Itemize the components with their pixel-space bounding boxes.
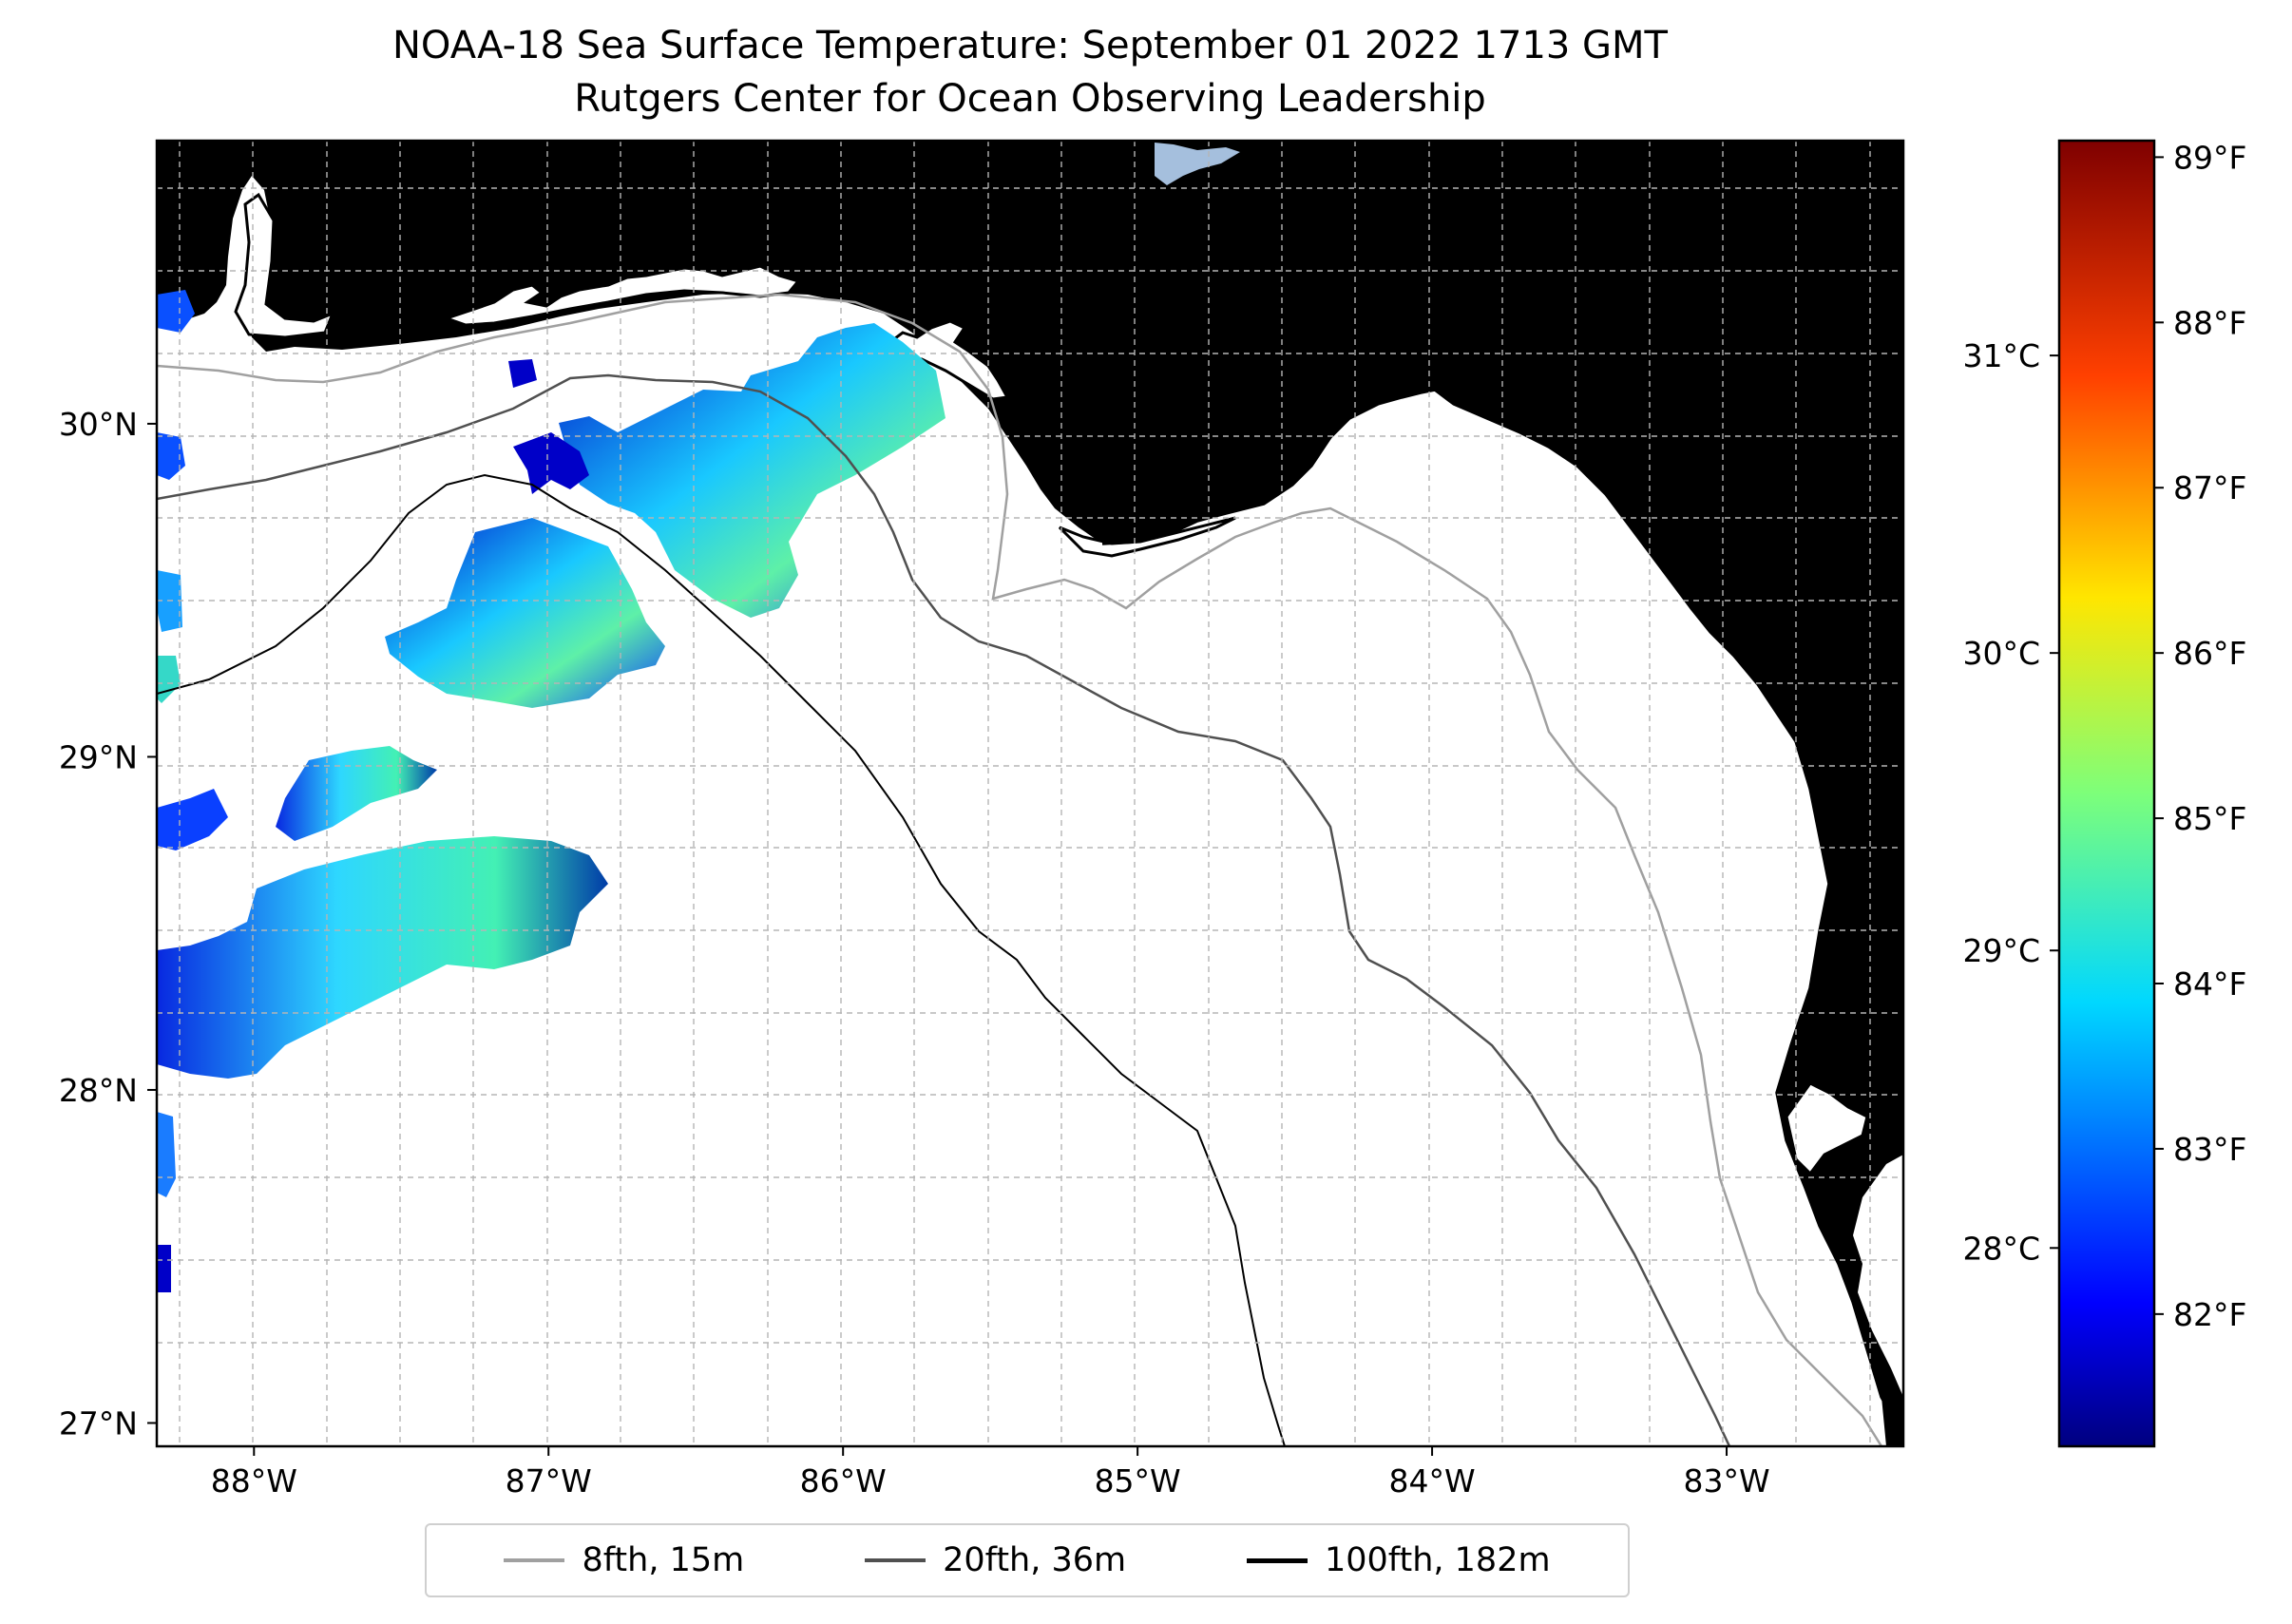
pensacola-choctawhatchee-bays <box>442 264 801 327</box>
legend-label-100fth: 100fth, 182m <box>1324 1541 1551 1579</box>
colorbar-f-label: 88°F <box>2173 304 2246 341</box>
axis-labels: 88°W 87°W 86°W 85°W 84°W 83°W 27°N 28°N 29°N 30°N <box>59 406 1770 1500</box>
colorbar-labels: 82°F 83°F 84°F 85°F 86°F 87°F 88°F 89°F 28°C 29°C… <box>1962 139 2246 1332</box>
map-title: NOAA-18 Sea Surface Temperature: Septemb… <box>392 24 1668 67</box>
colorbar <box>2057 139 2156 1448</box>
lat-tick-label: 28°N <box>59 1072 138 1109</box>
colorbar-ticks <box>2050 156 2164 1315</box>
sst-patch-west-g <box>157 1245 171 1292</box>
legend-swatch-20fth <box>865 1558 926 1562</box>
gridlines <box>157 141 1903 1446</box>
lat-tick-label: 27°N <box>59 1404 138 1442</box>
sst-patch-west-b <box>157 290 195 333</box>
contour-8fth <box>157 293 1883 1446</box>
legend-label-20fth: 20fth, 36m <box>943 1541 1127 1579</box>
lon-tick-label: 87°W <box>506 1462 592 1500</box>
colorbar-c-label: 31°C <box>1962 337 2040 374</box>
lon-tick-label: 84°W <box>1389 1462 1476 1500</box>
colorbar-f-label: 84°F <box>2173 965 2246 1003</box>
colorbar-c-label: 28°C <box>1962 1230 2040 1267</box>
sst-patch-west-c <box>157 432 185 480</box>
legend-entry-8fth: 8fth, 15m <box>504 1541 744 1579</box>
lat-tick-label: 29°N <box>59 738 138 775</box>
colorbar-f-label: 87°F <box>2173 469 2246 506</box>
state-border <box>1177 182 1903 233</box>
colorbar-f-label: 85°F <box>2173 800 2246 837</box>
lon-tick-label: 85°W <box>1095 1462 1181 1500</box>
sst-patch-central <box>385 518 665 708</box>
legend-swatch-8fth <box>504 1558 565 1562</box>
coastline <box>1101 388 1903 1436</box>
contour-20fth <box>157 373 1731 1446</box>
colorbar-c-label: 30°C <box>1962 635 2040 672</box>
sst-patch-north <box>559 323 945 618</box>
tampa-bay <box>1785 1081 1869 1176</box>
colorbar-f-label: 86°F <box>2173 635 2246 672</box>
legend-entry-100fth: 100fth, 182m <box>1246 1541 1551 1579</box>
inland-lake <box>1155 143 1240 185</box>
axis-ticks <box>147 422 1729 1456</box>
legend-label-8fth: 8fth, 15m <box>582 1541 745 1579</box>
sst-patch-west-a <box>157 789 228 850</box>
lat-tick-label: 30°N <box>59 406 138 443</box>
colorbar-f-label: 82°F <box>2173 1296 2246 1333</box>
lon-tick-label: 86°W <box>800 1462 887 1500</box>
contour-legend: 8fth, 15m 20fth, 36m 100fth, 182m <box>425 1523 1630 1597</box>
contour-100fth <box>157 473 1286 1446</box>
sst-patch-small <box>513 432 589 494</box>
colorbar-f-label: 89°F <box>2173 139 2246 176</box>
legend-entry-20fth: 20fth, 36m <box>865 1541 1126 1579</box>
sst-patch-southwest <box>157 836 608 1079</box>
legend-swatch-100fth <box>1246 1557 1308 1563</box>
colorbar-c-label: 29°C <box>1962 932 2040 969</box>
lon-tick-label: 88°W <box>211 1462 297 1500</box>
sst-patches <box>157 290 945 1292</box>
sst-patch-west-f <box>157 1112 176 1197</box>
sst-patch-pixel <box>508 359 537 388</box>
colorbar-f-label: 83°F <box>2173 1131 2246 1168</box>
mobile-bay <box>234 192 335 339</box>
map-frame <box>155 139 1905 1448</box>
map-subtitle: Rutgers Center for Ocean Observing Leade… <box>574 77 1486 121</box>
lon-tick-label: 83°W <box>1683 1462 1769 1500</box>
sst-patch-band <box>276 746 437 841</box>
